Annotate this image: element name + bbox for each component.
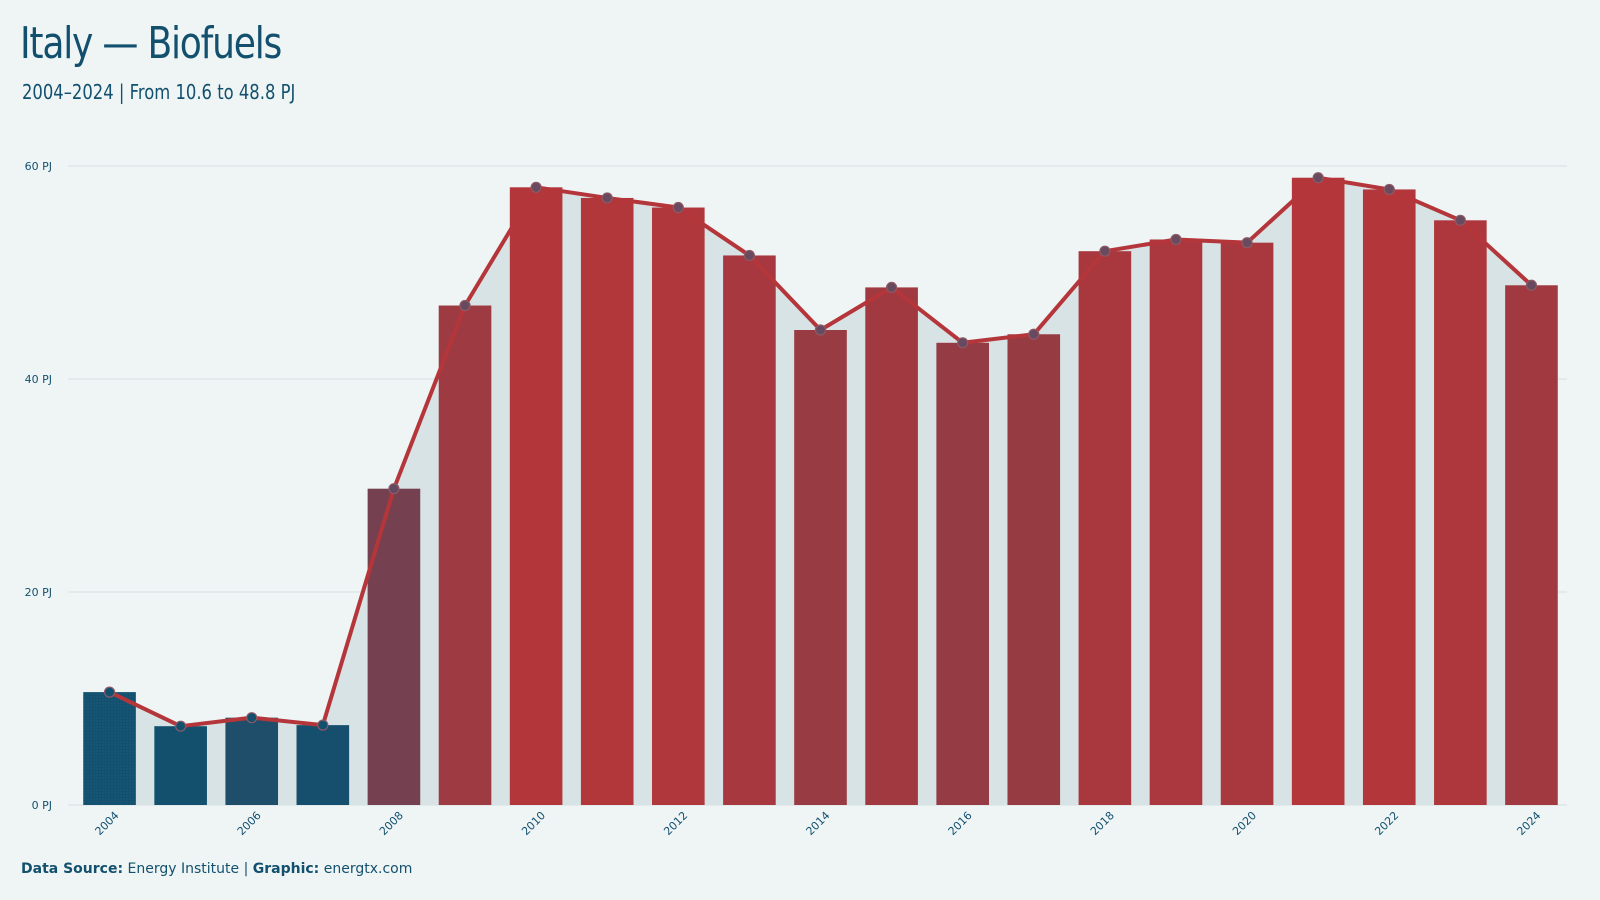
marker-2013	[743, 249, 756, 262]
x-tick-label: 2022	[1372, 809, 1401, 838]
marker-2011	[601, 192, 613, 204]
x-tick-label: 2018	[1088, 809, 1117, 838]
marker-2016	[957, 337, 969, 349]
bar-2010	[509, 187, 563, 806]
marker-2010	[530, 181, 542, 193]
marker-2018	[1099, 245, 1111, 257]
marker-2005	[175, 720, 187, 732]
marker-2007	[317, 719, 329, 731]
bar-2022	[1362, 189, 1416, 805]
x-tick-label: 2006	[235, 809, 264, 838]
bar-2007	[296, 725, 350, 805]
bar-2013	[723, 255, 776, 805]
bar-2005	[154, 726, 207, 805]
marker-2009	[459, 299, 471, 312]
y-tick-label: 60 PJ	[25, 160, 52, 173]
y-tick-label: 20 PJ	[25, 586, 52, 599]
marker-2021	[1312, 172, 1324, 184]
bar-2015	[865, 287, 918, 805]
y-axis: 0 PJ 20 PJ 40 PJ 60 PJ	[25, 160, 52, 812]
marker-2022	[1383, 183, 1395, 196]
bar-2020	[1220, 242, 1274, 805]
marker-2006	[246, 712, 258, 724]
bar-2023	[1434, 220, 1487, 805]
footer-separator: |	[243, 861, 249, 877]
bar-2017	[1007, 334, 1061, 805]
x-tick-label: 2024	[1514, 809, 1543, 838]
bar-2006	[225, 717, 279, 805]
x-tick-label: 2014	[804, 809, 833, 838]
chart-subtitle: 2004–2024 | From 10.6 to 48.8 PJ	[22, 80, 296, 104]
marker-2004	[103, 686, 116, 698]
chart-title: Italy — Biofuels	[20, 18, 282, 69]
x-tick-label: 2016	[946, 809, 975, 838]
bar-2021	[1291, 177, 1345, 806]
graphic-value: energtx.com	[323, 861, 413, 877]
bar-2004	[83, 692, 136, 805]
x-tick-label: 2020	[1230, 809, 1259, 838]
bar-2009	[438, 305, 492, 805]
source-label: Data Source:	[21, 861, 124, 877]
marker-2024	[1525, 279, 1538, 291]
marker-2012	[672, 201, 684, 214]
marker-2008	[388, 483, 400, 495]
marker-2023	[1454, 214, 1466, 226]
bar-2014	[794, 330, 847, 805]
bar-2016	[936, 342, 989, 805]
x-tick-label: 2012	[661, 809, 690, 838]
bar-2012	[652, 207, 705, 805]
y-tick-label: 0 PJ	[32, 799, 52, 812]
x-tick-label: 2010	[519, 809, 548, 838]
marker-2019	[1170, 233, 1182, 246]
marker-2015	[885, 281, 898, 294]
bar-2019	[1149, 239, 1203, 806]
x-tick-label: 2004	[93, 809, 122, 838]
footer-credits: Data Source: Energy Institute | Graphic:…	[21, 861, 412, 877]
graphic-label: Graphic:	[252, 861, 320, 877]
marker-2014	[814, 324, 827, 336]
bar-2024	[1505, 285, 1558, 805]
bars	[83, 177, 1558, 806]
source-value: Energy Institute	[127, 861, 240, 877]
x-axis: 2004 2006 2008 2010 2012 2014 2016 2018 2020 2022…	[93, 809, 1544, 838]
y-tick-label: 40 PJ	[25, 373, 52, 386]
bar-2008	[367, 488, 421, 805]
markers	[103, 172, 1538, 732]
x-tick-label: 2008	[377, 809, 406, 838]
marker-2017	[1028, 328, 1040, 340]
bar-2011	[580, 197, 634, 805]
bar-2018	[1078, 251, 1132, 805]
marker-2020	[1241, 237, 1253, 249]
